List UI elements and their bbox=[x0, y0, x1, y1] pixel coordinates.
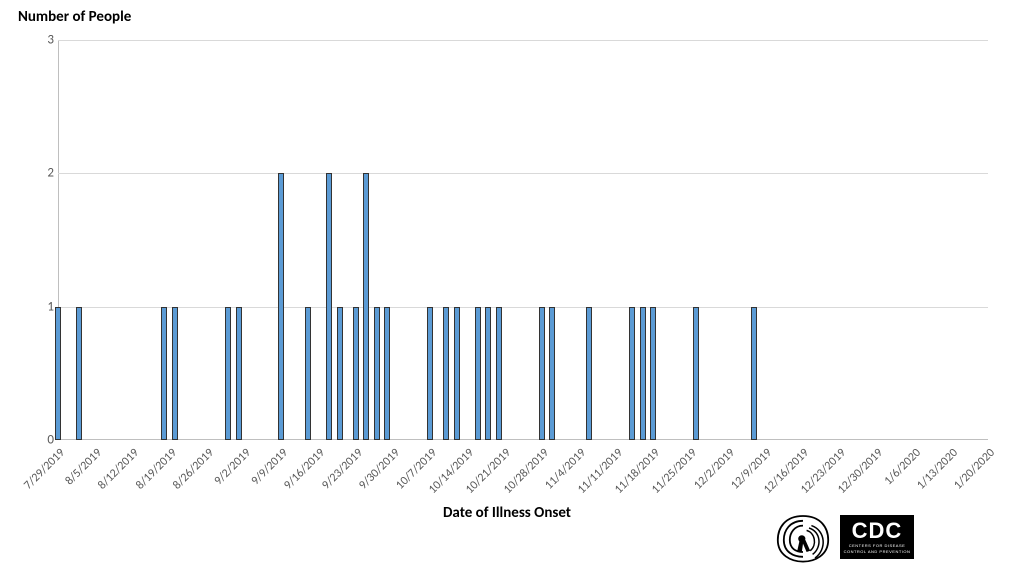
data-bar bbox=[443, 307, 449, 440]
data-bar bbox=[278, 173, 284, 440]
gridline bbox=[58, 173, 988, 174]
data-bar bbox=[751, 307, 757, 440]
data-bar bbox=[326, 173, 332, 440]
data-bar bbox=[485, 307, 491, 440]
data-bar bbox=[640, 307, 646, 440]
data-bar bbox=[172, 307, 178, 440]
data-bar bbox=[549, 307, 555, 440]
data-bar bbox=[427, 307, 433, 440]
data-bar bbox=[586, 307, 592, 440]
gridline bbox=[58, 40, 988, 41]
data-bar bbox=[353, 307, 359, 440]
x-tick-label: 9/2/2019 bbox=[212, 446, 254, 488]
data-bar bbox=[539, 307, 545, 440]
cdc-logo-text: CDC bbox=[852, 520, 903, 542]
data-bar bbox=[629, 307, 635, 440]
data-bar bbox=[693, 307, 699, 440]
data-bar bbox=[76, 307, 82, 440]
chart-plot-area bbox=[58, 40, 988, 440]
logo-group: CDC CENTERS FOR DISEASE CONTROL AND PREV… bbox=[772, 510, 914, 564]
data-bar bbox=[337, 307, 343, 440]
y-tick-label: 2 bbox=[34, 166, 54, 181]
data-bar bbox=[384, 307, 390, 440]
data-bar bbox=[225, 307, 231, 440]
y-tick-label: 1 bbox=[34, 299, 54, 314]
y-axis-title: Number of People bbox=[18, 8, 131, 26]
y-tick-label: 3 bbox=[34, 33, 54, 48]
x-tick-label: 7/29/2019 bbox=[21, 446, 68, 493]
y-tick-label: 0 bbox=[34, 433, 54, 448]
data-bar bbox=[161, 307, 167, 440]
x-axis-line bbox=[58, 439, 988, 440]
cdc-logo-icon: CDC CENTERS FOR DISEASE CONTROL AND PREV… bbox=[840, 515, 914, 559]
data-bar bbox=[496, 307, 502, 440]
data-bar bbox=[374, 307, 380, 440]
data-bar bbox=[55, 307, 61, 440]
data-bar bbox=[305, 307, 311, 440]
hhs-logo-icon bbox=[772, 510, 834, 564]
cdc-logo-sub2: CONTROL AND PREVENTION bbox=[844, 550, 911, 554]
data-bar bbox=[475, 307, 481, 440]
cdc-logo-sub1: CENTERS FOR DISEASE bbox=[849, 544, 906, 548]
data-bar bbox=[363, 173, 369, 440]
data-bar bbox=[650, 307, 656, 440]
data-bar bbox=[454, 307, 460, 440]
data-bar bbox=[236, 307, 242, 440]
gridline bbox=[58, 307, 988, 308]
